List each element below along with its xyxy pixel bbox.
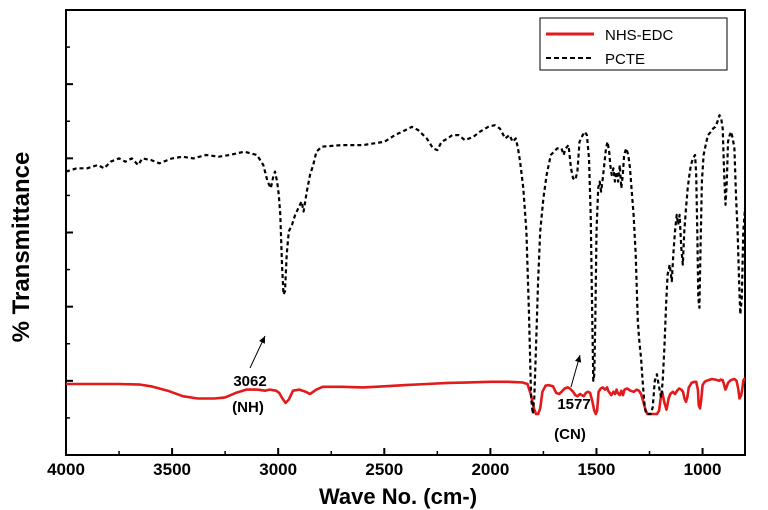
legend-label-pcte: PCTE: [605, 51, 645, 68]
x-tick-label: 1500: [578, 460, 616, 479]
y-axis-title: % Transmittance: [8, 152, 35, 343]
annotation-3062-arrowhead: [259, 336, 265, 344]
series-line-pcte: [65, 114, 747, 416]
annotation-3062-label: 3062: [233, 373, 266, 390]
x-tick-label: 3000: [259, 460, 297, 479]
x-tick-label: 4000: [47, 460, 85, 479]
y-axis-ticks: [66, 9, 73, 456]
x-tick-label: 1000: [684, 460, 722, 479]
legend-label-nhs-edc: NHS-EDC: [605, 27, 674, 44]
series-layer: [65, 114, 747, 416]
legend-box: [539, 17, 728, 71]
annotations-layer: 3062 (NH) 1577 (CN): [232, 335, 591, 443]
annotation-1577-arrowhead: [575, 355, 582, 363]
annotation-1577-label: 1577: [557, 396, 590, 413]
annotation-1577-sublabel: (CN): [554, 426, 586, 443]
x-axis-ticks: 4000 3500 3000 2500 2000 1500 1000: [47, 448, 721, 479]
x-tick-label: 2000: [471, 460, 509, 479]
legend: NHS-EDC PCTE: [539, 17, 728, 71]
series-line-nhs-edc: [66, 377, 746, 416]
x-axis-title: Wave No. (cm-): [319, 484, 477, 509]
x-tick-label: 2500: [365, 460, 403, 479]
annotation-3062-sublabel: (NH): [232, 399, 264, 416]
x-tick-label: 3500: [153, 460, 191, 479]
